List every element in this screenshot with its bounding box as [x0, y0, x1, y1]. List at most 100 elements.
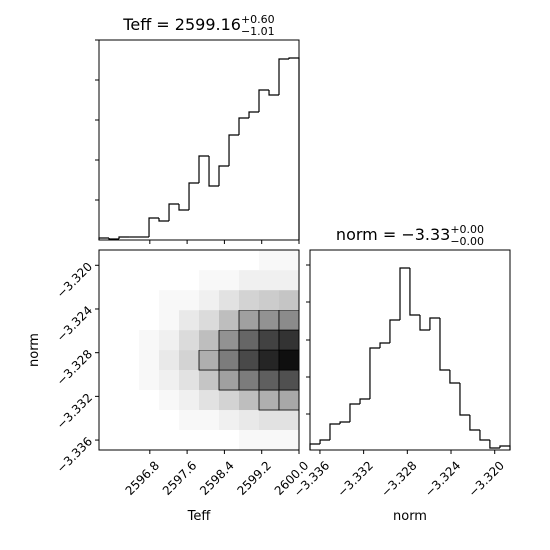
x-axis-label: Teff: [187, 509, 212, 524]
density-cell: [279, 290, 299, 311]
density-cell: [159, 390, 179, 411]
hist-step: [158, 218, 170, 222]
density-cell: [199, 290, 219, 311]
density-cell: [239, 430, 259, 450]
density-cell: [139, 390, 159, 411]
density-cell: [198, 349, 220, 371]
hist-step: [218, 165, 230, 186]
x-axis-label: norm: [393, 509, 427, 524]
density-cell: [179, 350, 199, 371]
x-tick-label: 2598.4: [197, 458, 237, 498]
hist-step: [409, 268, 420, 316]
density-cell: [259, 270, 279, 291]
axes-frame: [309, 249, 511, 451]
density-cell: [179, 290, 199, 311]
density-cell: [139, 330, 159, 351]
density-cell: [179, 410, 199, 431]
density-cell: [239, 250, 259, 271]
density-cell: [239, 270, 259, 291]
density-cell: [179, 370, 199, 391]
density-cell: [119, 310, 139, 331]
density-cell: [159, 370, 179, 391]
density-cell: [238, 369, 260, 391]
density-cell: [99, 330, 119, 351]
density-cell: [258, 329, 280, 351]
density-cell: [239, 290, 259, 311]
density-cell: [119, 330, 139, 351]
density-cell: [179, 250, 199, 271]
hist-step: [369, 347, 381, 399]
y-tick-label: −3.324: [54, 303, 95, 344]
density-cell: [139, 290, 159, 311]
x-tick-label: −3.324: [422, 458, 463, 499]
density-cell: [159, 290, 179, 311]
hist-step: [238, 117, 250, 135]
hist-step: [118, 236, 130, 239]
hist-step: [288, 57, 300, 240]
y-tick-label: −3.328: [54, 347, 95, 388]
density-cell: [199, 430, 219, 450]
hist-step: [339, 421, 350, 424]
density-cell: [99, 270, 119, 291]
density-cell: [139, 310, 159, 331]
hist-step: [399, 267, 410, 320]
title-main: norm = −3.33: [336, 225, 450, 244]
density-cell: [159, 330, 179, 351]
density-cell: [99, 370, 119, 391]
density-cell: [218, 369, 240, 391]
hist-step: [319, 439, 330, 444]
density-cell: [199, 310, 219, 331]
hist-step: [278, 58, 290, 95]
density-cell: [119, 350, 139, 371]
title-sup: +0.00: [450, 223, 484, 236]
density-cell: [219, 390, 239, 411]
density-cell: [199, 250, 219, 271]
density-cell: [278, 369, 300, 391]
density-cell: [179, 270, 199, 291]
density-cell: [218, 349, 240, 371]
density-cell: [119, 370, 139, 391]
density-cell: [278, 309, 300, 331]
hist-step: [188, 182, 199, 210]
density-cell: [238, 329, 260, 351]
hist-step: [228, 134, 239, 166]
density-cell: [99, 290, 119, 311]
panel-title: Teff = 2599.16+0.60 −1.01: [122, 13, 274, 38]
y-axis-label: norm: [27, 333, 42, 367]
density-cell: [99, 410, 119, 431]
panel-title: norm = −3.33+0.00 −0.00: [336, 223, 484, 248]
density-cell: [139, 370, 159, 391]
x-tick-label: −3.320: [466, 458, 507, 499]
density-cell: [219, 270, 239, 291]
density-cell: [259, 290, 279, 311]
density-cell: [278, 329, 300, 351]
density-cell: [258, 369, 280, 391]
density-cell: [238, 309, 260, 331]
hist-step: [258, 89, 270, 112]
density-cell: [99, 350, 119, 371]
hist-step: [168, 203, 179, 221]
x-tick-label: 2596.8: [123, 458, 163, 498]
title-main: Teff = 2599.16: [122, 15, 241, 34]
density-cell: [159, 350, 179, 371]
density-cell: [279, 250, 299, 271]
density-cell: [159, 270, 179, 291]
density-cell: [179, 430, 199, 450]
density-cell: [239, 410, 259, 431]
title-sub: −0.00: [450, 235, 484, 248]
density-cell: [199, 270, 219, 291]
hist-step: [439, 318, 450, 371]
density-cell: [119, 410, 139, 431]
x-tick-label: 2597.6: [160, 458, 200, 498]
density-cell: [258, 309, 280, 331]
density-cell: [139, 350, 159, 371]
density-cell: [199, 410, 219, 431]
hist-step: [329, 423, 341, 440]
hist-step: [268, 90, 279, 96]
density-cell: [119, 430, 139, 450]
density-cell: [99, 250, 119, 271]
y-tick-label: −3.336: [54, 434, 95, 475]
density-cell: [139, 250, 159, 271]
hist-step: [349, 403, 361, 422]
